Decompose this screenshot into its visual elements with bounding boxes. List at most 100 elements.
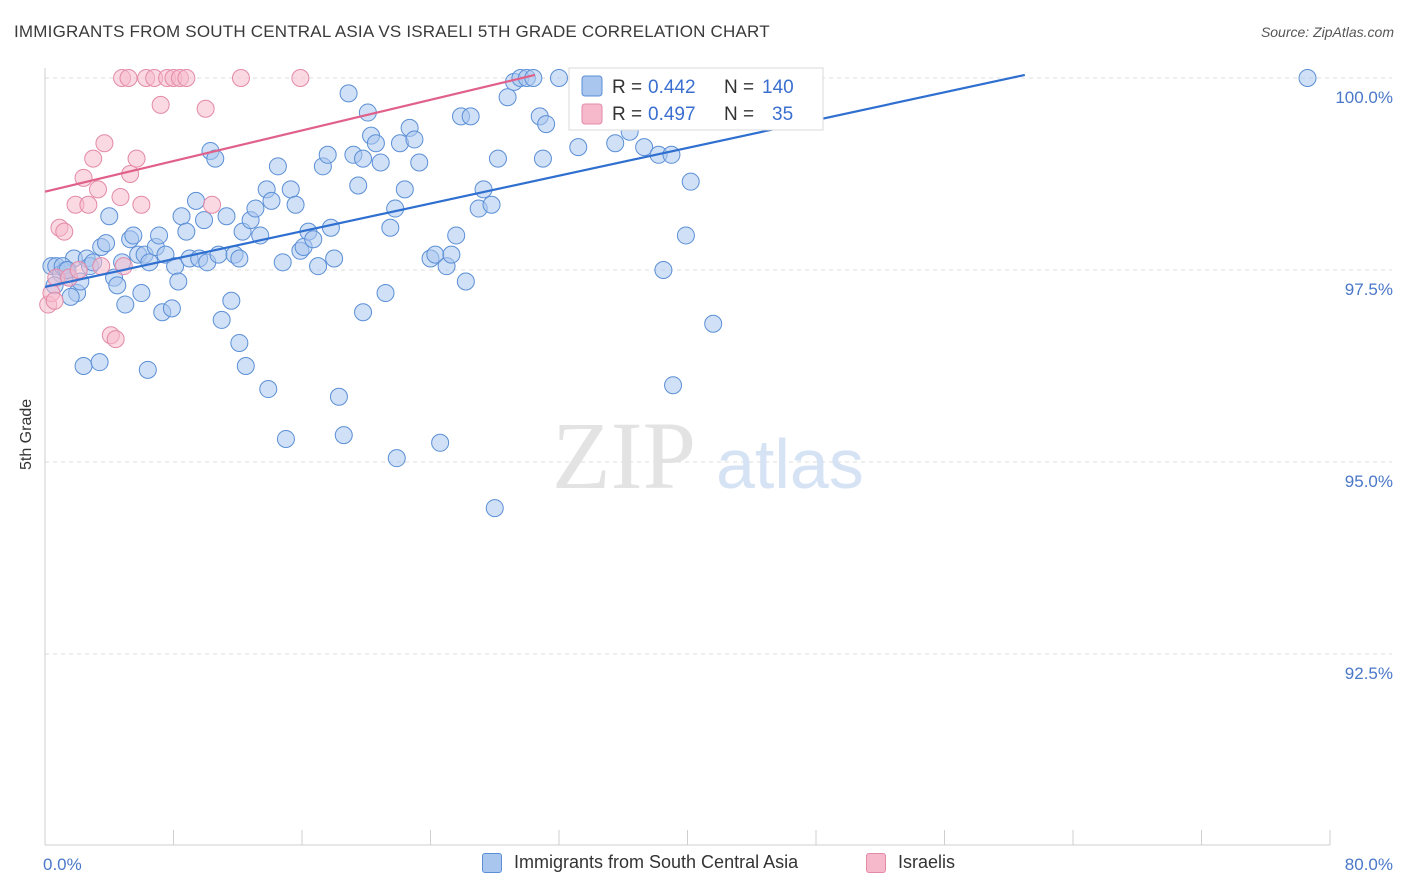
immigrants-point-56 <box>262 191 281 210</box>
immigrants-point-45 <box>212 310 231 329</box>
trend-lines <box>44 73 1026 288</box>
immigrants-trend-line <box>44 73 1026 288</box>
immigrants-point-16 <box>97 234 116 253</box>
immigrants-point-72 <box>329 387 348 406</box>
immigrants-point-51 <box>236 357 255 375</box>
immigrants-point-104 <box>498 88 517 107</box>
x-tick-label-min: 0.0% <box>43 855 82 874</box>
immigrants-point-74 <box>339 84 358 103</box>
immigrants-point-89 <box>410 153 429 172</box>
immigrants-point-13 <box>74 357 93 375</box>
immigrants-point-69 <box>318 145 337 164</box>
chart-title: IMMIGRANTS FROM SOUTH CENTRAL ASIA VS IS… <box>14 22 770 41</box>
israelis-point-8 <box>79 195 98 214</box>
series-israelis-points <box>39 69 310 349</box>
immigrants-point-90 <box>387 449 406 468</box>
immigrants-point-81 <box>371 153 390 172</box>
x-ticks <box>44 830 1331 845</box>
bottom-legend-item-israelis[interactable]: Israelis <box>866 852 955 873</box>
israelis-point-17 <box>127 149 146 168</box>
immigrants-point-122 <box>676 226 695 245</box>
immigrants-point-120 <box>681 172 700 191</box>
immigrants-point-83 <box>381 218 400 237</box>
bottom-legend-item-immigrants[interactable]: Immigrants from South Central Asia <box>482 852 798 873</box>
immigrants-point-88 <box>405 130 424 149</box>
israelis-point-18 <box>132 195 151 214</box>
bottom-legend-label-israelis: Israelis <box>898 852 956 872</box>
immigrants-point-47 <box>222 291 241 310</box>
stats-legend-box <box>568 67 824 131</box>
stats-legend: R = 0.442 N = 140 R = 0.497 N = 35 <box>568 67 824 131</box>
immigrants-point-59 <box>273 253 292 272</box>
legend-r-value-2: 0.497 <box>648 104 696 125</box>
israelis-point-4 <box>55 222 74 241</box>
immigrants-point-76 <box>349 176 368 195</box>
immigrants-point-132 <box>230 333 249 352</box>
israelis-point-34 <box>92 257 111 276</box>
immigrants-point-77 <box>354 149 373 168</box>
israelis-trend-line <box>44 73 536 193</box>
legend-n-value-1: 140 <box>762 77 794 98</box>
y-tick-labels: 100.0% 97.5% 95.0% 92.5% <box>1335 88 1393 683</box>
immigrants-point-101 <box>474 180 493 199</box>
legend-r-value-1: 0.442 <box>648 77 696 98</box>
immigrants-point-57 <box>259 380 278 399</box>
legend-swatch-immigrants <box>581 75 603 97</box>
immigrants-point-96 <box>447 226 466 245</box>
immigrants-point-66 <box>304 230 323 249</box>
legend-r-label-1: R = <box>612 77 642 98</box>
immigrants-point-110 <box>537 115 556 134</box>
immigrants-point-62 <box>286 195 305 214</box>
immigrants-point-80 <box>366 134 385 153</box>
immigrants-point-21 <box>116 295 135 314</box>
immigrants-point-14 <box>90 353 109 372</box>
legend-r-label-2: R = <box>612 104 642 125</box>
immigrants-point-60 <box>276 429 295 448</box>
legend-n-label-1: N = <box>724 77 754 98</box>
bottom-legend-swatch-israelis <box>866 852 886 873</box>
immigrants-point-112 <box>550 69 568 87</box>
immigrants-point-49 <box>230 249 249 268</box>
israelis-point-30 <box>231 69 250 87</box>
x-tick-label-max: 80.0% <box>1345 855 1393 874</box>
immigrants-point-58 <box>268 157 287 176</box>
immigrants-point-113 <box>569 138 588 157</box>
legend-n-label-2: N = <box>724 104 754 125</box>
immigrants-point-46 <box>217 207 236 226</box>
immigrants-point-131 <box>354 303 373 322</box>
immigrants-point-128 <box>485 499 504 518</box>
israelis-point-33 <box>45 291 64 310</box>
immigrants-point-73 <box>334 426 353 445</box>
legend-n-value-2: 35 <box>772 104 793 125</box>
y-tick-label-1: 97.5% <box>1345 280 1393 299</box>
immigrants-point-121 <box>654 261 673 279</box>
immigrants-point-29 <box>150 226 169 245</box>
immigrants-point-32 <box>162 299 181 318</box>
immigrants-point-34 <box>169 272 188 291</box>
israelis-point-28 <box>196 99 215 118</box>
israelis-point-16 <box>121 165 140 183</box>
immigrants-point-93 <box>431 433 450 452</box>
immigrants-point-108 <box>524 69 543 87</box>
immigrants-point-61 <box>281 180 300 199</box>
watermark-zip: ZIP <box>552 402 696 509</box>
immigrants-point-119 <box>662 145 681 164</box>
immigrants-point-124 <box>704 314 723 333</box>
immigrants-point-23 <box>124 226 143 245</box>
immigrants-point-98 <box>456 272 475 291</box>
immigrants-point-38 <box>186 191 205 210</box>
israelis-point-20 <box>119 69 138 87</box>
immigrants-point-99 <box>461 107 480 126</box>
immigrants-point-36 <box>177 222 196 241</box>
legend-swatch-israelis <box>581 103 603 125</box>
immigrants-point-35 <box>172 207 191 226</box>
y-tick-label-3: 92.5% <box>1345 664 1393 683</box>
immigrants-point-82 <box>376 284 395 303</box>
immigrants-point-123 <box>664 376 683 395</box>
israelis-point-10 <box>89 180 108 199</box>
israelis-point-29 <box>203 195 222 214</box>
immigrants-point-71 <box>325 249 344 268</box>
bottom-legend-swatch-immigrants <box>482 852 502 873</box>
immigrants-point-40 <box>195 211 214 230</box>
immigrants-point-111 <box>533 149 552 168</box>
